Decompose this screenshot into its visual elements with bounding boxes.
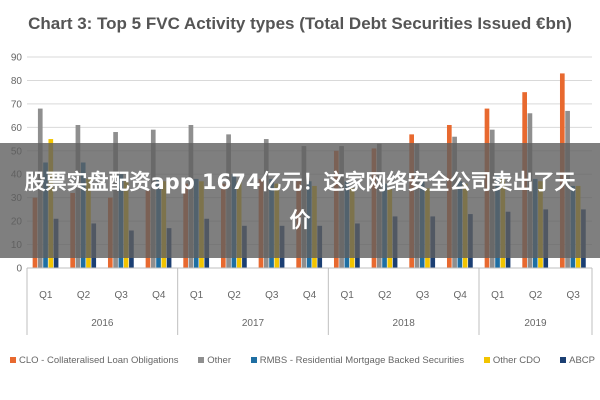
x-tick-label: Q4	[152, 290, 166, 301]
x-tick-label: Q3	[265, 290, 279, 301]
x-group-label: 2018	[393, 318, 416, 329]
legend-item: CLO - Collateralised Loan Obligations	[10, 355, 178, 366]
legend-item: ABCP	[560, 355, 595, 366]
legend-label: CLO - Collateralised Loan Obligations	[19, 354, 179, 366]
x-tick-label: Q1	[491, 290, 505, 301]
y-tick-label: 90	[11, 53, 23, 64]
legend-item: RMBS - Residential Mortgage Backed Secur…	[250, 354, 465, 366]
x-group-label: 2017	[242, 318, 265, 329]
chart-title: Chart 3: Top 5 FVC Activity types (Total…	[28, 14, 572, 33]
x-tick-label: Q1	[190, 290, 204, 301]
legend-swatch	[10, 357, 16, 363]
legend-swatch	[483, 357, 490, 363]
x-tick-label: Q4	[303, 290, 317, 301]
x-tick-label: Q3	[416, 290, 430, 301]
legend-label: Other	[207, 354, 231, 366]
x-group-label: 2016	[91, 318, 114, 329]
y-tick-label: 0	[16, 264, 22, 275]
watermark-banner: 股票实盘配资app 1674亿元！这家网络安全公司卖出了天价	[0, 143, 600, 258]
y-tick-label: 80	[11, 76, 23, 87]
x-group-label: 2019	[524, 318, 547, 329]
x-tick-label: Q2	[77, 290, 91, 301]
legend-item: Other	[198, 355, 231, 366]
legend-swatch	[198, 357, 205, 363]
legend: CLO - Collateralised Loan Obligations Oth…	[10, 350, 595, 370]
watermark-text: 股票实盘配资app 1674亿元！这家网络安全公司卖出了天价	[24, 169, 576, 232]
x-tick-label: Q2	[529, 290, 543, 301]
x-tick-label: Q2	[227, 290, 241, 301]
legend-swatch	[560, 357, 567, 363]
legend-label: ABCP	[569, 354, 595, 366]
x-tick-label: Q4	[453, 290, 467, 301]
x-tick-label: Q1	[39, 290, 53, 301]
legend-label: RMBS - Residential Mortgage Backed Secur…	[259, 354, 465, 366]
legend-item: Other CDO	[483, 354, 541, 366]
x-tick-label: Q3	[566, 290, 580, 301]
y-tick-label: 60	[11, 123, 23, 134]
x-tick-label: Q1	[340, 290, 354, 301]
legend-label: Other CDO	[492, 354, 541, 366]
x-tick-label: Q3	[114, 290, 128, 301]
x-tick-label: Q2	[378, 290, 392, 301]
y-tick-label: 70	[11, 99, 23, 110]
legend-swatch	[250, 357, 257, 363]
